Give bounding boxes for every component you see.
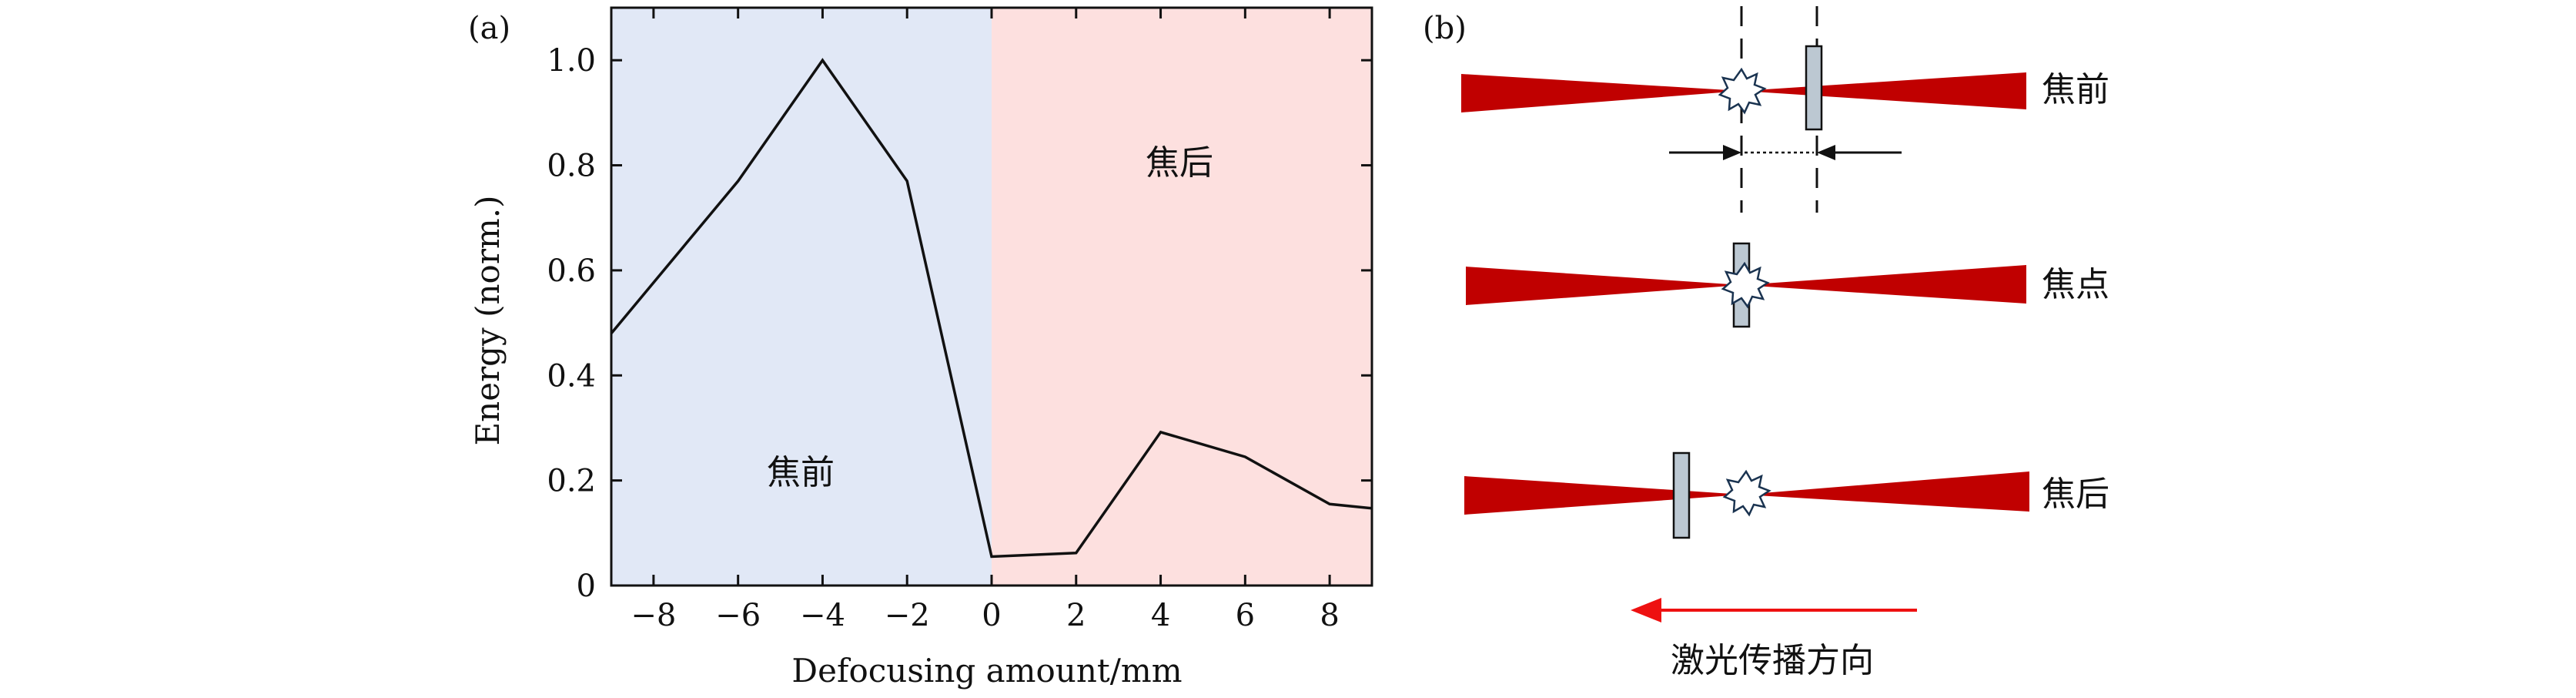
- y-tick-label: 1.0: [547, 43, 596, 79]
- x-axis-label: Defocusing amount/mm: [791, 652, 1182, 690]
- panel-b-label: (b): [1423, 11, 1467, 46]
- arrowhead-right-icon: [1723, 145, 1741, 160]
- laser-beam: [1741, 265, 2026, 304]
- x-tick-label: 6: [1236, 598, 1255, 633]
- y-tick-label: 0.8: [547, 149, 596, 184]
- direction-arrowhead-icon: [1631, 598, 1661, 622]
- target-plate: [1672, 451, 1691, 539]
- direction-label: 激光传播方向: [1671, 641, 1874, 680]
- y-axis-ticks: 0 0.2 0.4 0.6 0.8 1.0: [547, 43, 1372, 604]
- plasma-spark-icon: [1723, 470, 1771, 516]
- target-plate: [1805, 45, 1823, 131]
- y-tick-label: 0.6: [547, 253, 596, 289]
- x-tick-label: −2: [885, 598, 930, 633]
- laser-beam: [1741, 72, 2026, 109]
- laser-beam: [1461, 74, 1741, 112]
- region-after-label: 焦后: [1146, 143, 1213, 183]
- region-after-focus: [992, 8, 1372, 586]
- panel-b: (b) 焦前 焦点: [1423, 6, 2109, 680]
- plasma-spark-icon: [1718, 68, 1766, 114]
- panel-a: (a) −8 −6 −4 −2 0 2 4 6 8 0 0.2 0.4 0.6 0.8 1.0 Defoc…: [468, 6, 1373, 690]
- row-label: 焦点: [2042, 265, 2109, 304]
- row-label: 焦后: [2042, 475, 2109, 514]
- row-before-focus: 焦前: [1461, 45, 2109, 160]
- row-label: 焦前: [2042, 70, 2109, 109]
- x-tick-label: 2: [1066, 598, 1086, 633]
- row-after-focus: 焦后: [1464, 451, 2109, 539]
- x-tick-label: 0: [982, 598, 1001, 633]
- x-tick-label: −8: [631, 598, 676, 633]
- x-tick-label: −6: [715, 598, 761, 633]
- arrowhead-left-icon: [1817, 145, 1835, 160]
- laser-beam: [1464, 476, 1743, 515]
- laser-beam: [1743, 471, 2029, 512]
- energy-line: [610, 58, 1373, 559]
- x-tick-label: 8: [1320, 598, 1339, 633]
- region-before-focus: [611, 8, 992, 586]
- y-axis-label: Energy (norm.): [469, 196, 507, 446]
- laser-beam: [1466, 267, 1741, 305]
- y-tick-label: 0: [577, 569, 596, 604]
- region-before-label: 焦前: [767, 453, 835, 492]
- x-axis-ticks: −8 −6 −4 −2 0 2 4 6 8: [631, 8, 1340, 633]
- y-tick-label: 0.2: [547, 464, 596, 499]
- x-tick-label: −4: [800, 598, 845, 633]
- x-tick-label: 4: [1151, 598, 1170, 633]
- row-at-focus: 焦点: [1466, 242, 2109, 328]
- panel-a-label: (a): [468, 11, 510, 46]
- plasma-spark-icon: [1721, 262, 1769, 308]
- y-tick-label: 0.4: [547, 358, 596, 394]
